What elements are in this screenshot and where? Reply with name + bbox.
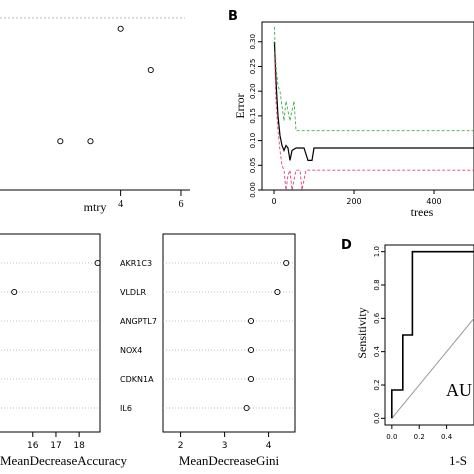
gini-row-label: ANGPTL7 [120,317,157,326]
gini-row-label: AKR1C3 [120,259,152,268]
accuracy-panel: 16 17 18 MeanDecreaseAccuracy [0,233,128,468]
gini-row-label: NOX4 [120,346,142,355]
mtry-x-label: mtry [84,200,107,214]
error-series-line [273,51,474,191]
error-x-tick-label: 200 [346,197,361,206]
panel-label-d: D [341,238,352,253]
roc-y-tick-label: 0.6 [373,312,381,324]
gini-point [283,259,290,267]
error-y-label: Error [233,93,247,118]
roc-auc-annotation: AU [446,380,472,400]
mtry-panel: 4 6 mtry [0,17,190,214]
roc-curve [390,250,474,419]
accuracy-x-tick-label: 16 [27,441,39,451]
roc-x-tick-label: 0.0 [386,433,397,441]
error-series-line [273,26,474,132]
roc-plot-frame [384,244,474,426]
error-series-line [273,41,474,161]
gini-x-tick-label: 2 [178,441,184,451]
roc-y-tick-label: 0.8 [373,279,381,290]
mtry-point [117,25,124,32]
mtry-point [87,138,94,145]
error-y-tick-label: 0.00 [249,182,257,198]
roc-y-label: Sensitivity [355,307,369,358]
mtry-x-tick-label: 6 [178,199,183,210]
mtry-x-tick-label: 4 [118,199,123,210]
accuracy-point [11,288,18,296]
error-y-tick-label: 0.25 [249,59,257,75]
error-x-tick-label: 400 [426,197,441,206]
roc-x-tick-label: 0.2 [414,433,425,441]
accuracy-x-label: MeanDecreaseAccuracy [0,453,128,468]
roc-y-tick-label: 1.0 [373,246,381,257]
error-plot-frame [261,21,474,191]
roc-panel: D 0.0 0.2 0.4 0.6 0.8 1.0 0.0 0.2 0.4 Sensitivit… [341,238,474,468]
mtry-point [57,138,64,145]
error-y-tick-label: 0.15 [249,108,257,124]
gini-point [274,288,281,296]
error-y-tick-label: 0.05 [249,157,257,173]
error-x-label: trees [411,205,434,219]
error-y-tick-label: 0.10 [249,133,257,149]
error-y-tick-label: 0.30 [249,34,257,50]
gini-x-tick-label: 4 [266,441,272,451]
gini-panel: AKR1C3 VLDLR ANGPTL7 NOX4 CDKN1A IL6 2 3 4 Mean… [120,233,296,468]
gini-row-label: VLDLR [120,288,147,297]
error-panel: B 0.00 0.05 0.10 0.15 0.20 0.25 0.30 0 200 400 Er… [228,9,474,219]
gini-point [247,346,255,354]
roc-x-label: 1-S [449,453,467,468]
panel-label-b: B [228,9,238,24]
mtry-point [147,66,154,74]
gini-point [247,375,255,383]
roc-y-tick-label: 0.2 [373,379,381,390]
accuracy-plot-frame [0,233,101,433]
roc-chance-line [391,318,474,419]
gini-plot-frame [162,233,296,433]
error-x-tick-label: 0 [271,197,276,206]
gini-row-label: CDKN1A [120,375,154,384]
roc-x-tick-label: 0.4 [441,433,453,441]
gini-x-label: MeanDecreaseGini [179,453,280,468]
roc-y-tick-label: 0.4 [373,346,381,358]
accuracy-x-tick-label: 18 [73,441,85,451]
roc-y-tick-label: 0.0 [373,413,381,424]
gini-point [247,317,255,325]
error-y-tick-label: 0.20 [249,83,257,99]
gini-x-tick-label: 3 [222,441,228,451]
accuracy-point [94,259,101,267]
gini-row-label: IL6 [120,404,132,413]
accuracy-x-tick-label: 17 [50,441,61,451]
gini-point [243,404,250,412]
